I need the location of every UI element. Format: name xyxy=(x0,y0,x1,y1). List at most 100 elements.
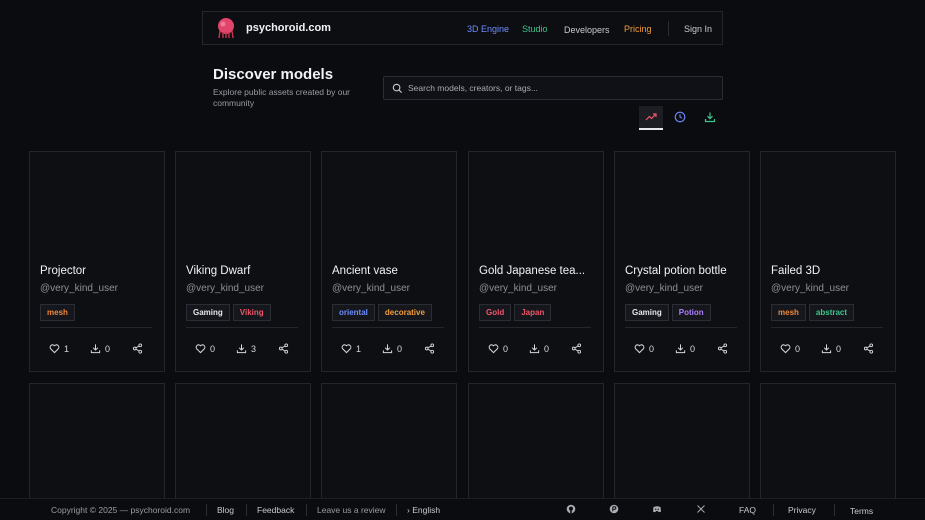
share-button[interactable] xyxy=(863,343,874,354)
tag-badge[interactable]: Japan xyxy=(514,304,552,321)
footer-faq-link[interactable]: FAQ xyxy=(739,505,757,515)
tag-badge[interactable]: oriental xyxy=(332,304,375,321)
like-button[interactable]: 0 xyxy=(780,343,800,354)
download-icon xyxy=(90,344,101,354)
footer-terms-link[interactable]: Terms xyxy=(850,506,874,516)
footer-feedback-link[interactable]: Feedback xyxy=(257,505,295,515)
model-creator[interactable]: @very_kind_user xyxy=(332,283,410,294)
tag-list: Gaming Potion xyxy=(625,304,711,321)
model-card-placeholder[interactable] xyxy=(321,383,457,513)
sort-tab-recent[interactable] xyxy=(668,106,692,128)
nav-3d-engine[interactable]: 3D Engine xyxy=(467,24,510,34)
model-creator[interactable]: @very_kind_user xyxy=(40,283,118,294)
download-icon xyxy=(529,344,540,354)
search-input[interactable] xyxy=(408,80,708,96)
tag-badge[interactable]: Gaming xyxy=(625,304,669,321)
download-count: 0 xyxy=(105,343,111,354)
model-creator[interactable]: @very_kind_user xyxy=(625,283,703,294)
download-icon xyxy=(821,344,832,354)
heart-icon xyxy=(195,344,206,354)
download-icon xyxy=(382,344,393,354)
model-creator[interactable]: @very_kind_user xyxy=(771,283,849,294)
brand-logo-icon[interactable] xyxy=(215,17,237,39)
model-creator[interactable]: @very_kind_user xyxy=(479,283,557,294)
like-button[interactable]: 0 xyxy=(488,343,508,354)
model-card[interactable]: Projector @very_kind_user mesh 1 0 xyxy=(29,151,165,372)
download-button[interactable]: 0 xyxy=(675,343,695,354)
sign-in-link[interactable]: Sign In xyxy=(684,24,713,34)
x-icon[interactable] xyxy=(696,504,706,514)
model-card[interactable]: Viking Dwarf @very_kind_user Gaming Vikin… xyxy=(175,151,311,372)
download-button[interactable]: 3 xyxy=(236,343,256,354)
model-title[interactable]: Gold Japanese tea... xyxy=(479,265,586,277)
heart-icon xyxy=(341,344,352,354)
download-button[interactable]: 0 xyxy=(529,343,549,354)
language-selector[interactable]: › English xyxy=(407,505,441,515)
brand-name[interactable]: psychoroid.com xyxy=(246,22,331,34)
footer-review-link[interactable]: Leave us a review xyxy=(317,505,386,515)
clock-icon xyxy=(674,111,686,123)
footer-blog-link[interactable]: Blog xyxy=(217,505,235,515)
tag-badge[interactable]: Gaming xyxy=(186,304,230,321)
footer-divider xyxy=(206,504,207,516)
card-divider xyxy=(332,327,444,328)
model-title[interactable]: Crystal potion bottle xyxy=(625,265,727,277)
tag-badge[interactable]: mesh xyxy=(40,304,75,321)
page-subtitle: Explore public assets created by our com… xyxy=(213,87,351,108)
share-button[interactable] xyxy=(132,343,143,354)
like-button[interactable]: 1 xyxy=(341,343,361,354)
share-button[interactable] xyxy=(424,343,435,354)
sort-tab-trending[interactable] xyxy=(639,106,663,130)
share-button[interactable] xyxy=(571,343,582,354)
nav-developers[interactable]: Developers xyxy=(564,25,610,35)
share-button[interactable] xyxy=(278,343,289,354)
tag-list: mesh abstract xyxy=(771,304,855,321)
footer-privacy-link[interactable]: Privacy xyxy=(788,505,816,515)
sort-tab-downloads[interactable] xyxy=(698,106,722,128)
tag-list: Gold Japan xyxy=(479,304,552,321)
nav-studio[interactable]: Studio xyxy=(522,24,548,34)
model-card[interactable]: Gold Japanese tea... @very_kind_user Gol… xyxy=(468,151,604,372)
download-button[interactable]: 0 xyxy=(821,343,841,354)
tag-badge[interactable]: mesh xyxy=(771,304,806,321)
model-card[interactable]: Failed 3D @very_kind_user mesh abstract 0… xyxy=(760,151,896,372)
tag-list: Gaming Viking xyxy=(186,304,271,321)
share-button[interactable] xyxy=(717,343,728,354)
model-card-placeholder[interactable] xyxy=(614,383,750,513)
like-button[interactable]: 0 xyxy=(195,343,215,354)
discord-icon[interactable] xyxy=(652,504,662,514)
github-icon[interactable] xyxy=(566,504,576,514)
card-divider xyxy=(186,327,298,328)
model-card-placeholder[interactable] xyxy=(29,383,165,513)
download-button[interactable]: 0 xyxy=(382,343,402,354)
model-card-placeholder[interactable] xyxy=(468,383,604,513)
tag-badge[interactable]: Potion xyxy=(671,304,711,321)
nav-pricing[interactable]: Pricing xyxy=(624,24,652,34)
share-icon xyxy=(278,343,289,354)
card-stats: 1 0 xyxy=(332,343,436,357)
model-title[interactable]: Ancient vase xyxy=(332,265,398,277)
tag-badge[interactable]: Viking xyxy=(232,304,271,321)
card-divider xyxy=(40,327,152,328)
producthunt-icon[interactable] xyxy=(609,504,619,514)
tag-badge[interactable]: decorative xyxy=(377,304,432,321)
heart-icon xyxy=(49,344,60,354)
model-card[interactable]: Ancient vase @very_kind_user oriental dec… xyxy=(321,151,457,372)
tag-badge[interactable]: abstract xyxy=(808,304,855,321)
model-title[interactable]: Failed 3D xyxy=(771,265,821,277)
tag-badge[interactable]: Gold xyxy=(479,304,512,321)
card-divider xyxy=(771,327,883,328)
like-button[interactable]: 0 xyxy=(634,343,654,354)
model-card-placeholder[interactable] xyxy=(760,383,896,513)
card-stats: 0 0 xyxy=(479,343,583,357)
card-divider xyxy=(479,327,591,328)
like-button[interactable]: 1 xyxy=(49,343,69,354)
share-icon xyxy=(132,343,143,354)
download-count: 0 xyxy=(544,343,550,354)
model-card-placeholder[interactable] xyxy=(175,383,311,513)
model-card[interactable]: Crystal potion bottle @very_kind_user Ga… xyxy=(614,151,750,372)
model-title[interactable]: Projector xyxy=(40,265,87,277)
model-title[interactable]: Viking Dwarf xyxy=(186,265,251,277)
model-creator[interactable]: @very_kind_user xyxy=(186,283,264,294)
download-button[interactable]: 0 xyxy=(90,343,110,354)
